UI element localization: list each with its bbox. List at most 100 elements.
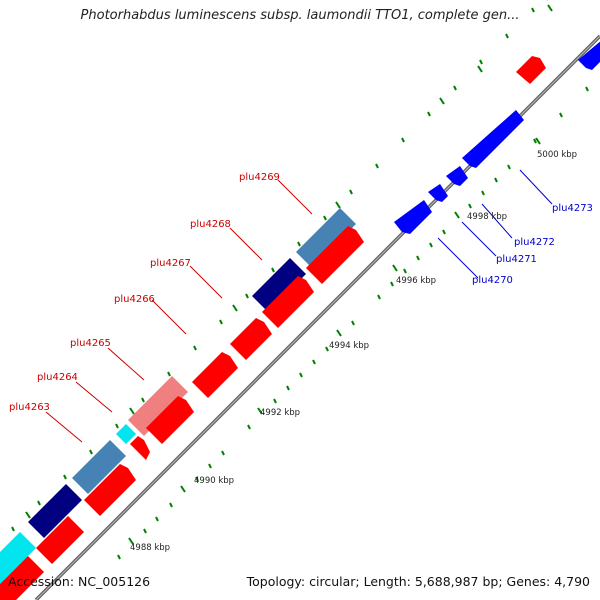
tick-mark <box>195 476 199 482</box>
tick-mark-major <box>477 65 483 73</box>
gene-red <box>192 352 238 398</box>
gene-blue <box>394 200 432 234</box>
feature-cyan-small <box>116 424 136 444</box>
gene-red <box>36 516 84 564</box>
gene-red <box>0 556 44 600</box>
tick-mark <box>141 397 145 403</box>
tick-mark-major <box>392 264 398 272</box>
tick-marks-inner <box>117 86 589 560</box>
tick-mark <box>117 554 121 560</box>
gene-red <box>262 276 314 328</box>
tick-mark <box>505 33 509 39</box>
reverse-gene-track[interactable] <box>394 40 600 234</box>
feature-steel <box>296 208 356 268</box>
tick-mark <box>429 242 433 248</box>
gene-red <box>516 56 546 84</box>
tick-mark-major <box>535 137 541 145</box>
tick-mark <box>349 189 353 195</box>
tick-mark <box>193 345 197 351</box>
tick-mark <box>533 138 537 144</box>
feature-cyan <box>0 532 36 584</box>
tick-mark <box>115 423 119 429</box>
gene-label-plu4271[interactable]: plu4271 <box>496 254 537 265</box>
tick-mark-major <box>257 407 263 415</box>
tick-mark <box>453 85 457 91</box>
tick-mark <box>323 215 327 221</box>
gene-blue <box>446 166 468 186</box>
tick-mark-major <box>180 485 186 493</box>
gene-label-plu4268[interactable]: plu4268 <box>190 219 231 230</box>
tick-mark <box>479 59 483 65</box>
scale-label-4996: 4996 kbp <box>396 276 436 286</box>
tick-mark <box>208 463 212 469</box>
tick-mark <box>271 267 275 273</box>
tick-mark <box>403 268 407 274</box>
tick-mark <box>481 190 485 196</box>
tick-mark <box>155 516 159 522</box>
feature-track[interactable] <box>0 208 356 588</box>
scale-label-4994: 4994 kbp <box>329 341 369 351</box>
gene-red <box>130 436 150 460</box>
tick-mark <box>167 371 171 377</box>
tick-mark-major <box>129 407 135 415</box>
tick-mark-major <box>439 97 445 105</box>
tick-mark <box>416 255 420 261</box>
tick-mark <box>219 319 223 325</box>
gene-label-plu4265[interactable]: plu4265 <box>70 338 111 349</box>
gene-label-plu4270[interactable]: plu4270 <box>472 275 513 286</box>
forward-gene-track[interactable] <box>0 56 546 600</box>
feature-navy <box>252 258 306 312</box>
tick-mark <box>299 372 303 378</box>
accession-label: Accession: NC_005126 <box>8 574 151 589</box>
tick-mark-major <box>128 537 134 545</box>
tick-mark <box>442 229 446 235</box>
tick-mark <box>401 137 405 143</box>
tick-mark <box>286 385 290 391</box>
gene-label-plu4264[interactable]: plu4264 <box>37 372 78 383</box>
tick-mark-major <box>232 304 238 312</box>
tick-mark <box>221 450 225 456</box>
gene-label-plu4269[interactable]: plu4269 <box>239 172 280 183</box>
scale-label-5000: 5000 kbp <box>537 150 577 160</box>
map-title: Photorhabdus luminescens subsp. laumondi… <box>80 8 520 23</box>
feature-steel <box>72 440 126 494</box>
gene-red <box>146 396 194 444</box>
tick-mark <box>377 294 381 300</box>
tick-mark-major <box>336 329 342 337</box>
gene-blue <box>462 110 524 168</box>
tick-mark <box>351 320 355 326</box>
tick-mark <box>468 203 472 209</box>
tick-mark <box>494 177 498 183</box>
tick-mark <box>89 449 93 455</box>
gene-label-plu4273[interactable]: plu4273 <box>552 203 593 214</box>
gene-label-plu4272[interactable]: plu4272 <box>514 237 555 248</box>
tick-mark-major <box>547 4 553 12</box>
leader-lines-red <box>45 179 313 443</box>
gene-label-plu4266[interactable]: plu4266 <box>114 294 155 305</box>
gene-label-plu4263[interactable]: plu4263 <box>9 402 50 413</box>
gene-label-plu4267[interactable]: plu4267 <box>150 258 191 269</box>
feature-pink <box>128 376 188 436</box>
tick-mark <box>169 502 173 508</box>
tick-mark <box>390 281 394 287</box>
tick-mark <box>585 86 589 92</box>
tick-mark <box>11 526 15 532</box>
gene-blue <box>428 184 448 202</box>
scale-label-4988: 4988 kbp <box>130 543 170 553</box>
tick-mark-major <box>454 211 460 219</box>
tick-mark <box>375 163 379 169</box>
gene-red <box>306 226 364 284</box>
scale-label-4992: 4992 kbp <box>260 408 300 418</box>
tick-mark <box>312 359 316 365</box>
tick-mark <box>143 528 147 534</box>
tick-mark <box>247 424 251 430</box>
tick-marks-outer <box>11 0 553 532</box>
feature-navy <box>28 484 82 538</box>
tick-mark-major <box>25 511 31 519</box>
tick-mark <box>37 500 41 506</box>
tick-mark <box>245 293 249 299</box>
tick-mark <box>297 241 301 247</box>
gene-red <box>84 464 136 516</box>
tick-mark <box>325 346 329 352</box>
